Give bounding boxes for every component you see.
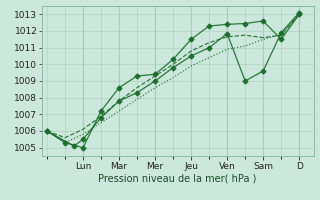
X-axis label: Pression niveau de la mer( hPa ): Pression niveau de la mer( hPa ) [99, 173, 257, 183]
